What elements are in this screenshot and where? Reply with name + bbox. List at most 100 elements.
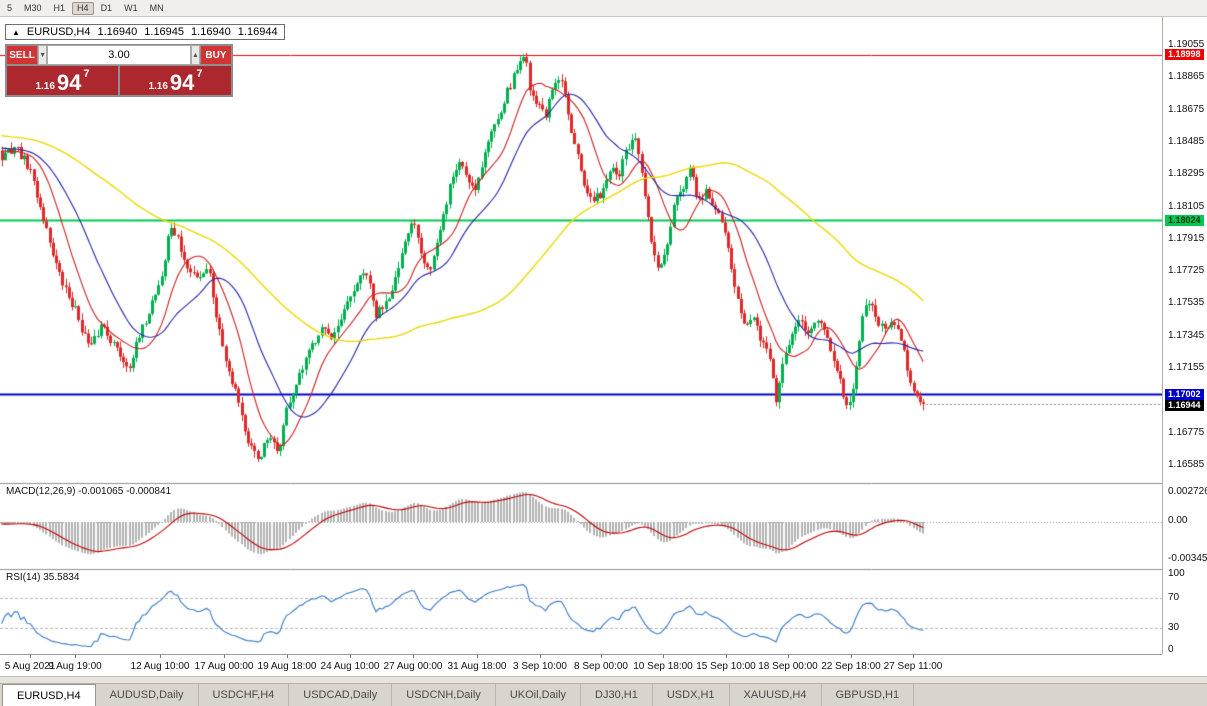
price-axis-label: 1.18675 [1168,103,1205,115]
time-axis-label: 8 Sep 00:00 [574,661,628,672]
price-axis-label: 1.17155 [1168,362,1205,374]
time-axis-tick [75,655,76,658]
sell-price-pips: 94 [56,70,82,96]
price-axis-label: 1.18865 [1168,71,1205,83]
buy-price-pips: 94 [169,70,195,96]
ohlc-close: 1.16944 [237,26,278,38]
chart-tab[interactable]: GBPUSD,H1 [822,684,915,706]
time-axis-label: 10 Sep 18:00 [633,661,693,672]
sell-price-display[interactable]: 1.16 94 7 [6,65,119,96]
time-axis-tick [287,655,288,658]
sell-button[interactable]: SELL [6,45,39,65]
chart-tab-bar: EURUSD,H4 AUDUSD,Daily USDCHF,H4 USDCAD,Dai… [0,683,1207,706]
time-axis-label: 12 Aug 10:00 [130,661,190,672]
timeframe-toolbar: 5 M30 H1 H4 D1 W1 MN [0,0,1207,17]
time-axis-label: 17 Aug 00:00 [194,661,254,672]
macd-scale-label: 0.002726 [1168,486,1207,497]
timeframe-button-5[interactable]: 5 [7,2,13,13]
macd-scale-label: 0.00 [1168,515,1188,526]
time-axis-label: 18 Sep 00:00 [758,661,818,672]
time-axis-tick [726,655,727,658]
buy-price-figure: 1.16 [148,81,168,92]
chart-tab[interactable]: XAUUSD,H4 [730,684,822,706]
rsi-indicator-label: RSI(14) 35.5834 [6,572,80,583]
rsi-scale-label: 0 [1168,644,1174,655]
symbol-label: EURUSD,H4 [26,26,91,38]
chart-tab[interactable]: USDX,H1 [653,684,730,706]
rsi-scale-label: 100 [1168,568,1185,579]
chart-tab[interactable]: USDCAD,Daily [289,684,393,706]
price-axis-label: 1.17725 [1168,265,1205,277]
rsi-scale-label: 30 [1168,622,1180,633]
timeframe-button-D1[interactable]: D1 [100,2,113,13]
ohlc-open: 1.16940 [97,26,138,38]
time-axis-tick [224,655,225,658]
sell-price-point: 7 [83,68,90,80]
volume-increase-button[interactable]: ▲ [191,45,200,65]
time-axis-tick [350,655,351,658]
chart-tab[interactable]: USDCNH,Daily [392,684,496,706]
chart-tab[interactable]: USDCHF,H4 [199,684,290,706]
timeframe-button-MN[interactable]: MN [149,2,164,13]
time-axis-label: 5 Aug 2021 [4,661,56,672]
time-axis[interactable]: 5 Aug 2021 9 Aug 19:00 12 Aug 10:00 17 Aug … [0,654,1162,677]
chart-tab[interactable]: EURUSD,H4 [2,684,96,706]
time-axis-label: 15 Sep 10:00 [696,661,756,672]
price-axis-label: 1.16585 [1168,458,1205,470]
timeframe-button-H1[interactable]: H1 [53,2,66,13]
time-axis-label: 3 Sep 10:00 [513,661,567,672]
chart-tab[interactable]: DJ30,H1 [581,684,653,706]
price-axis[interactable]: 1.19055 1.18865 1.18675 1.18485 1.18295 1.181… [1162,17,1207,655]
horizontal-scroll-strip[interactable] [0,676,1207,683]
price-axis-label: 1.18485 [1168,135,1205,147]
price-axis-label: 1.17915 [1168,232,1205,244]
price-axis-label: 1.17535 [1168,297,1205,309]
time-axis-label: 22 Sep 18:00 [821,661,881,672]
one-click-trade-panel: SELL ▼ ▲ BUY 1.16 94 7 1.16 94 7 [5,44,233,97]
buy-price-point: 7 [196,68,203,80]
time-axis-tick [663,655,664,658]
time-axis-label: 31 Aug 18:00 [447,661,507,672]
volume-decrease-button[interactable]: ▼ [38,45,47,65]
time-axis-label: 24 Aug 10:00 [320,661,380,672]
time-axis-tick [788,655,789,658]
buy-button[interactable]: BUY [199,45,232,65]
time-axis-tick [913,655,914,658]
time-axis-tick [540,655,541,658]
timeframe-button-H4[interactable]: H4 [72,1,94,15]
price-axis-label: 1.18295 [1168,168,1205,180]
price-axis-label: 1.17345 [1168,329,1205,341]
chart-tab[interactable]: AUDUSD,Daily [96,684,199,706]
ohlc-high: 1.16945 [144,26,185,38]
time-axis-label: 9 Aug 19:00 [48,661,102,672]
timeframe-button-M30[interactable]: M30 [24,2,42,13]
macd-scale-label: -0.00345 [1168,553,1207,564]
sell-price-figure: 1.16 [35,81,55,92]
price-axis-label: 1.18105 [1168,200,1205,212]
price-axis-label: 1.19055 [1168,39,1205,51]
price-axis-label: 1.16775 [1168,426,1205,438]
buy-price-display[interactable]: 1.16 94 7 [119,65,232,96]
symbol-ohlc-header: ▲ EURUSD,H4 1.16940 1.16945 1.16940 1.16… [5,24,285,40]
time-axis-label: 27 Aug 00:00 [383,661,443,672]
candlestick-chart-canvas[interactable] [0,17,1162,654]
time-axis-label: 27 Sep 11:00 [883,661,943,672]
price-level-badge: 1.17002 [1165,388,1204,400]
volume-input[interactable] [47,45,191,65]
time-axis-tick [30,655,31,658]
up-triangle-icon: ▲ [12,27,20,37]
time-axis-tick [413,655,414,658]
ohlc-low: 1.16940 [191,26,231,38]
price-level-badge: 1.16944 [1165,400,1204,412]
price-level-badge: 1.18024 [1165,214,1204,226]
time-axis-tick [477,655,478,658]
price-level-badge: 1.18998 [1165,49,1204,61]
chart-tab[interactable]: UKOil,Daily [496,684,582,706]
time-axis-label: 19 Aug 18:00 [257,661,317,672]
time-axis-tick [601,655,602,658]
time-axis-tick [160,655,161,658]
rsi-scale-label: 70 [1168,592,1180,603]
time-axis-tick [851,655,852,658]
timeframe-button-W1[interactable]: W1 [124,2,138,13]
